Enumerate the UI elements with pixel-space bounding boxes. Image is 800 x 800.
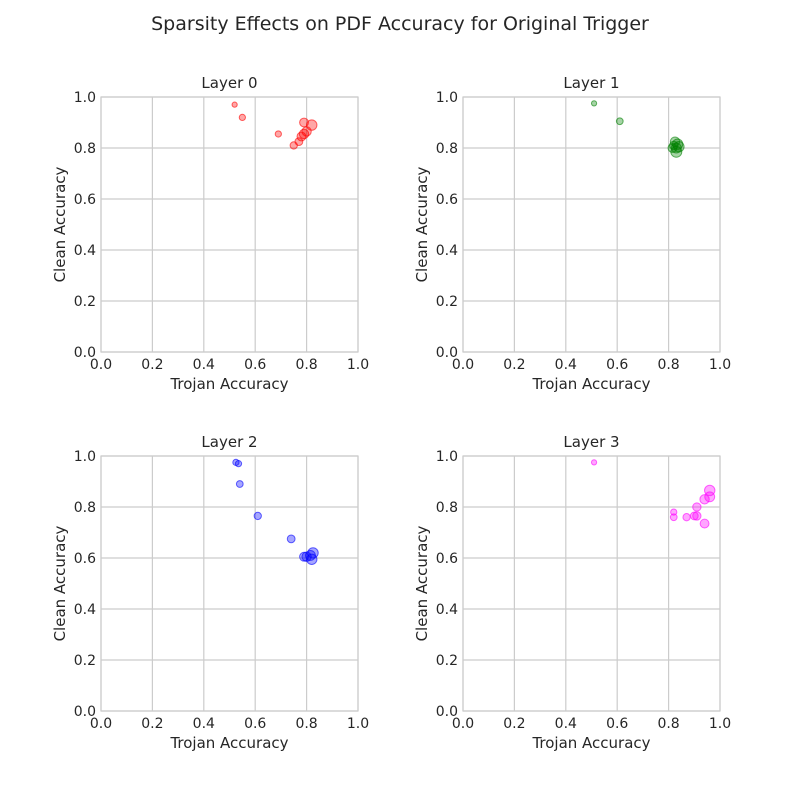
y-tick-label: 0.4	[436, 602, 458, 618]
y-tick-label: 0.0	[436, 704, 458, 720]
data-point	[699, 494, 710, 505]
x-tick-label: 0.0	[452, 357, 474, 373]
y-axis-label: Clean Accuracy	[413, 525, 431, 641]
x-tick-label: 1.0	[347, 716, 369, 732]
data-point	[238, 113, 246, 122]
data-point	[235, 480, 244, 488]
data-point	[692, 502, 702, 512]
x-tick-label: 0.2	[141, 357, 163, 373]
y-tick-label: 0.4	[74, 602, 96, 618]
x-tick-label: 0.8	[657, 716, 679, 732]
y-tick-label: 0.8	[436, 141, 458, 157]
data-point	[234, 460, 243, 468]
x-tick-label: 0.2	[141, 716, 163, 732]
y-tick-label: 0.0	[436, 345, 458, 361]
data-point	[590, 459, 598, 466]
x-tick-label: 1.0	[709, 716, 731, 732]
x-tick-label: 0.4	[193, 357, 215, 373]
x-axis-label: Trojan Accuracy	[531, 734, 650, 752]
x-tick-label: 0.0	[90, 357, 112, 373]
x-tick-label: 0.0	[452, 716, 474, 732]
subplot-title: Layer 0	[201, 74, 257, 92]
x-tick-label: 1.0	[347, 357, 369, 373]
data-point	[704, 484, 716, 497]
data-point	[704, 491, 716, 503]
y-axis-label: Clean Accuracy	[51, 525, 69, 641]
x-tick-label: 0.6	[244, 716, 266, 732]
subplots: 0.0 0.2 0.4 0.6 0.8 1.0 0.0 0.2 0.4 0.6 0.8 1.0 Laye…	[51, 74, 731, 752]
subplot-3: 0.0 0.2 0.4 0.6 0.8 1.0 0.0 0.2 0.4 0.6 0.8 1.0 Laye…	[413, 433, 731, 752]
y-tick-label: 1.0	[436, 449, 458, 465]
data-point	[699, 518, 710, 529]
data-point	[689, 511, 699, 521]
subplot-title: Layer 3	[563, 433, 619, 451]
data-point	[253, 511, 262, 521]
y-tick-label: 0.6	[436, 551, 458, 567]
plot-frame	[100, 455, 359, 712]
data-point	[306, 119, 318, 131]
x-tick-label: 0.2	[503, 716, 525, 732]
data-point	[615, 117, 624, 126]
y-tick-label: 0.8	[74, 500, 96, 516]
x-tick-label: 0.8	[295, 716, 317, 732]
y-tick-label: 0.6	[436, 192, 458, 208]
figure-title: Sparsity Effects on PDF Accuracy for Ori…	[151, 13, 649, 35]
y-tick-label: 1.0	[436, 90, 458, 106]
data-point	[667, 143, 678, 153]
x-tick-label: 1.0	[709, 357, 731, 373]
x-tick-label: 0.4	[555, 716, 577, 732]
x-tick-label: 0.6	[606, 357, 628, 373]
data-point	[692, 511, 702, 521]
x-tick-label: 0.4	[193, 716, 215, 732]
y-axis-label: Clean Accuracy	[413, 166, 431, 282]
subplot-0: 0.0 0.2 0.4 0.6 0.8 1.0 0.0 0.2 0.4 0.6 0.8 1.0 Laye…	[51, 74, 369, 393]
subplot-title: Layer 1	[563, 74, 619, 92]
y-tick-label: 0.6	[74, 192, 96, 208]
y-tick-label: 0.6	[74, 551, 96, 567]
data-point	[669, 513, 678, 522]
data-point	[294, 137, 304, 147]
x-axis-label: Trojan Accuracy	[169, 734, 288, 752]
x-tick-label: 0.2	[503, 357, 525, 373]
y-tick-label: 0.8	[74, 141, 96, 157]
x-tick-label: 0.4	[555, 357, 577, 373]
y-tick-label: 0.2	[74, 294, 96, 310]
y-axis-label: Clean Accuracy	[51, 166, 69, 282]
data-point	[590, 100, 598, 107]
data-point	[274, 130, 282, 138]
x-tick-label: 0.0	[90, 716, 112, 732]
y-tick-label: 0.0	[74, 704, 96, 720]
subplot-1: 0.0 0.2 0.4 0.6 0.8 1.0 0.0 0.2 0.4 0.6 0.8 1.0 Laye…	[413, 74, 731, 393]
plot-frame	[462, 96, 721, 353]
data-point	[286, 534, 296, 544]
y-tick-label: 0.2	[436, 653, 458, 669]
plot-frame	[100, 96, 359, 353]
y-tick-label: 1.0	[74, 449, 96, 465]
y-tick-label: 0.8	[436, 500, 458, 516]
plot-frame	[462, 455, 721, 712]
y-tick-label: 1.0	[74, 90, 96, 106]
x-axis-label: Trojan Accuracy	[169, 375, 288, 393]
x-tick-label: 0.6	[606, 716, 628, 732]
x-tick-label: 0.8	[295, 357, 317, 373]
y-tick-label: 0.2	[74, 653, 96, 669]
y-tick-label: 0.2	[436, 294, 458, 310]
data-point	[682, 513, 691, 522]
y-tick-label: 0.4	[74, 243, 96, 259]
data-point	[307, 547, 319, 559]
subplot-title: Layer 2	[201, 433, 257, 451]
subplot-2: 0.0 0.2 0.4 0.6 0.8 1.0 0.0 0.2 0.4 0.6 0.8 1.0 Laye…	[51, 433, 369, 752]
y-tick-label: 0.0	[74, 345, 96, 361]
x-tick-label: 0.6	[244, 357, 266, 373]
x-axis-label: Trojan Accuracy	[531, 375, 650, 393]
x-tick-label: 0.8	[657, 357, 679, 373]
y-tick-label: 0.4	[436, 243, 458, 259]
data-point	[231, 101, 238, 108]
